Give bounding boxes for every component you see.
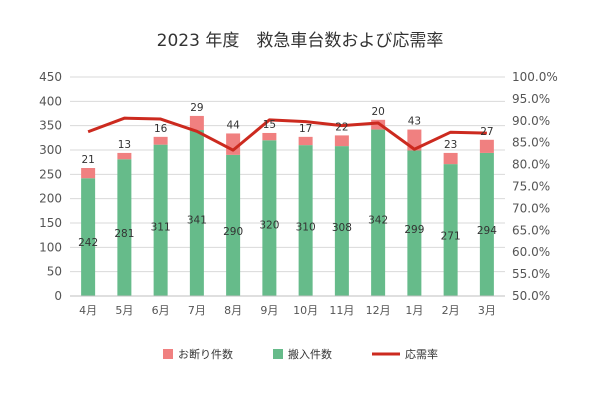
y-left-tick-label: 400	[39, 94, 62, 108]
line-ratio	[87, 116, 487, 152]
y-left-tick-label: 150	[39, 216, 62, 230]
bar-accepted	[262, 140, 277, 296]
x-tick-label: 7月	[188, 304, 206, 317]
bar-value-label: 23	[444, 139, 457, 151]
legend: お断り件数 搬入件数 応需率	[163, 347, 438, 361]
y-left-tick-label: 200	[39, 192, 62, 206]
data-labels: 242 21 281 13 311 16 341 29 290 44 320 15 310 17 308 22…	[78, 102, 497, 249]
bar-declined	[81, 168, 96, 179]
y-right-tick-label: 85.0%	[512, 136, 550, 150]
x-tick-label: 10月	[293, 304, 318, 317]
chart-title: 2023 年度 救急車台数および応需率	[157, 31, 444, 51]
x-tick-label: 12月	[366, 304, 391, 317]
legend-label: お断り件数	[178, 347, 233, 361]
y-right-tick-label: 60.0%	[512, 245, 550, 259]
y-left-tick-label: 450	[39, 70, 62, 84]
bar-accepted	[443, 164, 458, 296]
bar-accepted	[371, 129, 386, 296]
bar-value-label: 13	[118, 139, 131, 151]
bar-value-label: 43	[408, 116, 421, 128]
bar-value-label: 29	[190, 102, 203, 114]
y-right-tick-label: 80.0%	[512, 158, 550, 172]
bar-accepted	[407, 150, 422, 296]
bar-value-label: 21	[81, 154, 94, 166]
y-left-tick-label: 50	[47, 265, 62, 279]
bar-value-label: 15	[263, 119, 276, 131]
x-tick-label: 11月	[329, 304, 354, 317]
bar-value-label: 311	[151, 221, 171, 233]
bar-value-label: 242	[78, 237, 98, 249]
y-right-tick-label: 75.0%	[512, 180, 550, 194]
bar-declined	[479, 139, 494, 153]
bar-value-label: 22	[335, 121, 348, 133]
x-tick-label: 9月	[260, 304, 278, 317]
x-tick-label: 5月	[115, 304, 133, 317]
y-left-tick-label: 300	[39, 143, 62, 157]
bar-value-label: 320	[259, 219, 279, 231]
x-tick-label: 8月	[224, 304, 242, 317]
bar-value-label: 271	[441, 230, 461, 242]
y-right-tick-label: 55.0%	[512, 267, 550, 281]
x-tick-label: 1月	[405, 304, 423, 317]
bar-accepted	[81, 178, 96, 296]
y-left-tick-label: 100	[39, 240, 62, 254]
bar-value-label: 16	[154, 123, 168, 135]
bar-declined	[298, 136, 313, 146]
bar-accepted	[334, 146, 349, 296]
y-right-tick-label: 90.0%	[512, 114, 550, 128]
bar-accepted	[189, 130, 204, 296]
bar-accepted	[298, 145, 313, 296]
bar-declined	[117, 152, 132, 160]
bar-value-label: 17	[299, 123, 312, 135]
bar-value-label: 281	[114, 228, 134, 240]
x-tick-label: 6月	[152, 304, 170, 317]
x-tick-label: 4月	[79, 304, 97, 317]
bar-accepted	[226, 154, 241, 296]
y-right-tick-label: 50.0%	[512, 289, 550, 303]
legend-swatch	[273, 349, 283, 359]
grid	[70, 76, 505, 297]
line-series	[87, 116, 487, 152]
bar-value-label: 290	[223, 226, 243, 238]
y-right-tick-label: 65.0%	[512, 223, 550, 237]
y-right-tick-label: 95.0%	[512, 92, 550, 106]
bar-declined	[443, 152, 458, 165]
bar-value-label: 27	[480, 126, 493, 138]
y-left-tick-label: 0	[54, 289, 62, 303]
bar-value-label: 342	[368, 214, 388, 226]
bar-value-label: 20	[371, 106, 384, 118]
y-right-tick-label: 100.0%	[512, 70, 558, 84]
bar-value-label: 341	[187, 215, 207, 227]
bar-value-label: 308	[332, 222, 352, 234]
legend-swatch	[163, 349, 173, 359]
x-tick-label: 3月	[478, 304, 496, 317]
legend-label: 応需率	[405, 347, 438, 361]
bar-accepted	[117, 159, 132, 296]
y-right-tick-label: 70.0%	[512, 201, 550, 215]
bar-value-label: 294	[477, 225, 497, 237]
y-left-tick-label: 350	[39, 119, 62, 133]
bar-accepted	[153, 144, 168, 296]
legend-label: 搬入件数	[288, 347, 332, 361]
bar-declined	[334, 135, 349, 147]
bar-value-label: 310	[296, 222, 316, 234]
bar-declined	[262, 132, 277, 141]
bar-declined	[189, 115, 204, 131]
bar-value-label: 299	[404, 224, 424, 236]
y-left-tick-label: 250	[39, 167, 62, 181]
bar-value-label: 44	[226, 119, 240, 131]
bar-accepted	[479, 152, 494, 296]
bar-declined	[153, 136, 168, 145]
bars	[81, 115, 494, 296]
x-tick-label: 2月	[442, 304, 460, 317]
axes: 0 50 100 150 200 250 300 350 400 450 50.0% 55.0% 60.…	[39, 70, 558, 317]
